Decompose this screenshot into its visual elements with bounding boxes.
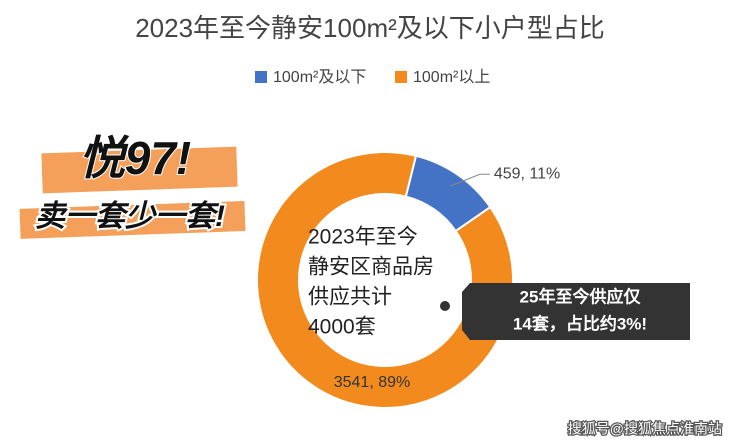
data-label: 459, 11% xyxy=(494,165,560,182)
center-text: 静安区商品房 xyxy=(308,256,434,279)
donut-slice xyxy=(256,151,514,409)
watermark: 搜狐号@搜狐焦点淮南站 xyxy=(568,421,722,437)
leader-line xyxy=(449,173,490,187)
center-text: 4000套 xyxy=(308,316,376,339)
legend-label: 100m²以上 xyxy=(413,68,490,86)
data-label: 3541, 89% xyxy=(334,374,411,391)
center-text: 供应共计 xyxy=(308,286,392,309)
legend-swatch xyxy=(255,71,267,83)
sticker-text: 悦97! xyxy=(79,132,191,184)
sticker-band xyxy=(41,146,238,194)
center-text: 2023年至今 xyxy=(308,226,418,249)
legend-label: 100m²及以下 xyxy=(273,69,366,86)
chart-title: 2023年至今静安100m²及以下小户型占比 xyxy=(135,13,605,43)
callout-dot xyxy=(438,299,452,313)
donut: 459, 11% 3541, 89% xyxy=(256,151,560,409)
sticker-band xyxy=(19,200,246,239)
callout-text: 25年至今供应仅 xyxy=(520,286,642,306)
callout-box xyxy=(462,283,690,340)
sticker-text: 卖一套少一套! xyxy=(35,200,225,233)
callout-text: 14套，占比约3%! xyxy=(513,313,647,333)
legend-swatch xyxy=(395,71,407,83)
